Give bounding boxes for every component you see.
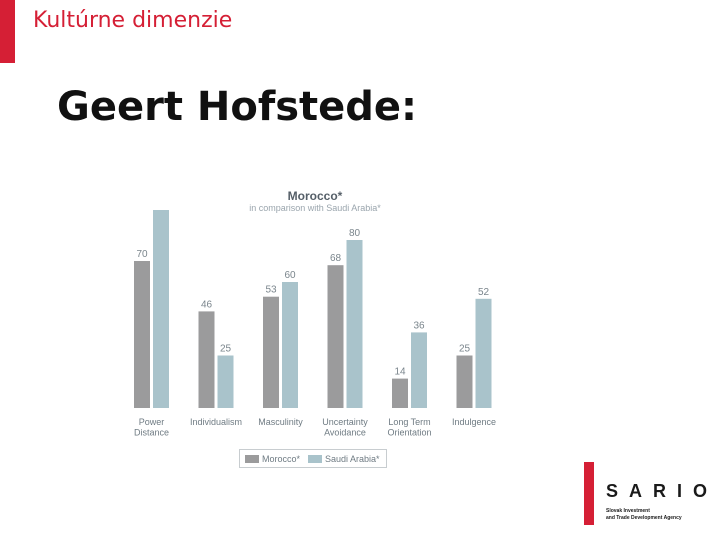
chart-subtitle: in comparison with Saudi Arabia* (249, 203, 381, 213)
logo-accent-bar (584, 462, 594, 525)
chart-legend: Morocco* Saudi Arabia* (239, 449, 387, 468)
category-label-uncertainty-avoidance: Uncertainty Avoidance (322, 417, 368, 438)
bar-masculinity-saudi-arabia (282, 282, 298, 408)
bar-individualism-morocco (198, 311, 215, 408)
bar-long-term-orientation-saudi-arabia (411, 332, 427, 408)
logo-tagline: Slovak Investment and Trade Development … (606, 508, 682, 522)
bar-chart: 7095PowerDistance4625Individualism5360Ma… (134, 210, 496, 438)
chart-title: Morocco* (287, 189, 343, 203)
data-label-uncertainty-avoidance-saudi-arabia: 80 (349, 228, 361, 239)
data-label-masculinity-morocco: 53 (265, 285, 277, 296)
data-label-long-term-orientation-morocco: 14 (394, 367, 406, 378)
legend-swatch-saudi-arabia (308, 454, 323, 463)
logo-tagline-line-1: Slovak Investment (606, 508, 650, 514)
legend-label-saudi-arabia: Saudi Arabia* (325, 453, 380, 464)
bar-uncertainty-avoidance-saudi-arabia (346, 240, 363, 408)
bar-long-term-orientation-morocco (392, 378, 408, 408)
header-title: Kultúrne dimenzie (33, 8, 233, 33)
category-label-masculinity: Masculinity (258, 417, 303, 427)
header-accent-bar (0, 0, 15, 63)
legend-item-saudi-arabia: Saudi Arabia* (308, 454, 380, 464)
data-label-indulgence-saudi-arabia: 52 (478, 287, 490, 298)
legend-swatch-morocco (245, 454, 259, 463)
category-label-long-term-orientation: Long Term Orientation (387, 417, 431, 438)
logo-tagline-line-2: and Trade Development Agency (606, 515, 682, 521)
bar-individualism-saudi-arabia (217, 355, 234, 408)
legend-item-morocco: Morocco* (245, 454, 300, 464)
category-label-power-distance: Power Distance (134, 417, 169, 438)
data-label-individualism-morocco: 46 (201, 299, 213, 310)
bar-indulgence-morocco (456, 355, 473, 408)
category-label-individualism: Individualism (190, 417, 242, 427)
slide-heading: Geert Hofstede: (57, 84, 418, 130)
bar-masculinity-morocco (263, 296, 279, 408)
legend-label-morocco: Morocco* (262, 453, 301, 464)
data-label-indulgence-morocco: 25 (459, 344, 471, 355)
data-label-uncertainty-avoidance-morocco: 68 (330, 253, 342, 264)
bar-power-distance-saudi-arabia (153, 210, 169, 408)
bar-uncertainty-avoidance-morocco (327, 265, 344, 408)
bar-indulgence-saudi-arabia (475, 298, 492, 408)
bar-power-distance-morocco (134, 261, 150, 408)
data-label-power-distance-morocco: 70 (136, 249, 148, 260)
data-label-long-term-orientation-saudi-arabia: 36 (413, 320, 425, 331)
data-label-masculinity-saudi-arabia: 60 (284, 270, 296, 281)
category-label-indulgence: Indulgence (452, 417, 496, 427)
sario-logo: SARIO (606, 481, 719, 501)
data-label-individualism-saudi-arabia: 25 (220, 344, 232, 355)
